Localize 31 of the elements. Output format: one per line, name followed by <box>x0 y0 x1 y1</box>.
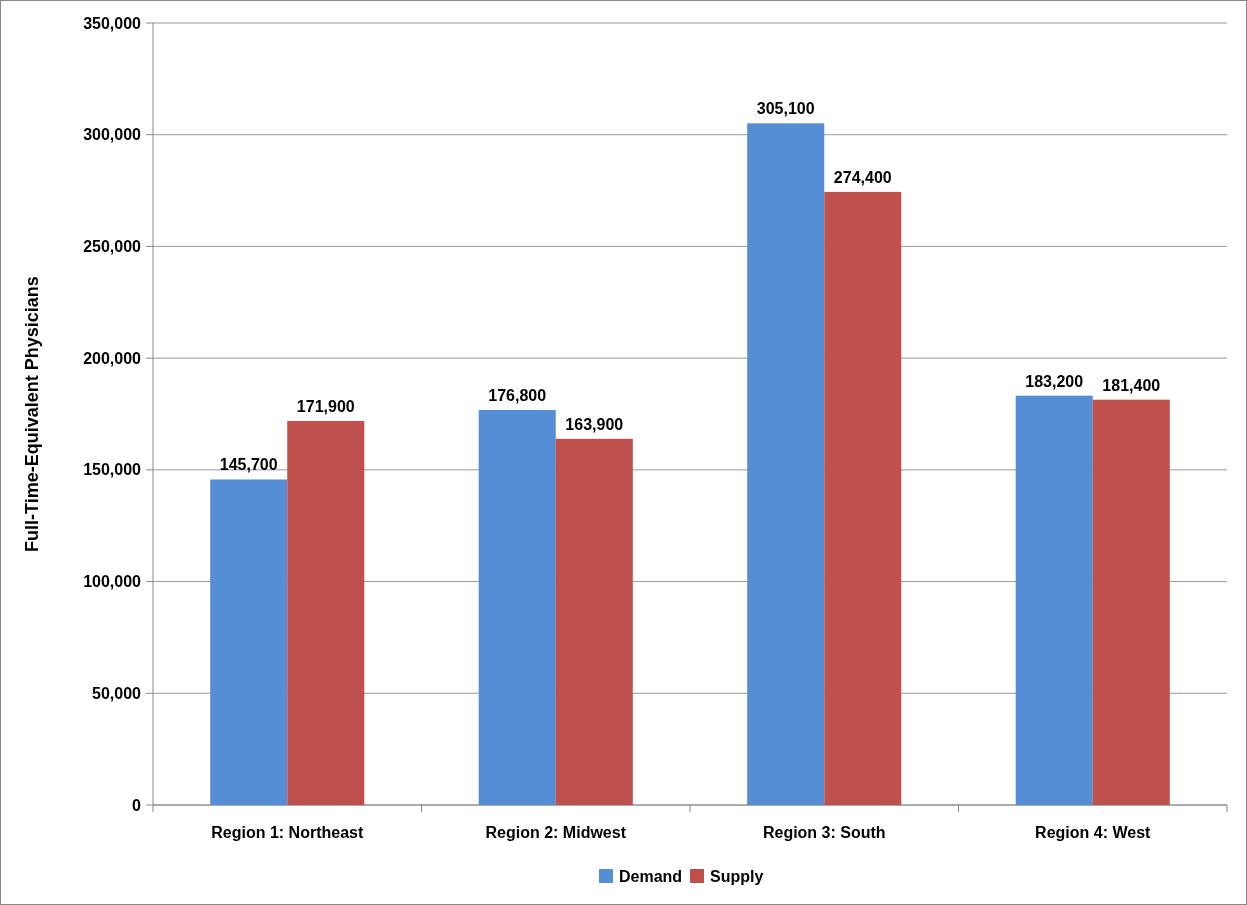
bar <box>747 123 825 805</box>
data-label: 181,400 <box>1102 376 1161 394</box>
data-label: 305,100 <box>756 100 815 118</box>
x-tick-label: Region 3: South <box>762 824 886 841</box>
bar <box>478 409 556 805</box>
bar <box>824 191 902 805</box>
legend-label: Supply <box>710 867 764 885</box>
y-tick-label: 250,000 <box>83 238 142 256</box>
y-tick-label: 100,000 <box>83 573 142 591</box>
data-label: 171,900 <box>296 397 355 415</box>
x-tick-label: Region 4: West <box>1035 824 1152 841</box>
y-tick-label: 200,000 <box>83 349 142 367</box>
x-tick-label: Region 2: Midwest <box>485 824 627 841</box>
bar <box>1015 395 1093 805</box>
y-tick-label: 350,000 <box>83 14 142 32</box>
y-tick-label: 150,000 <box>83 461 142 479</box>
data-label: 274,400 <box>833 168 892 186</box>
y-axis-title: Full-Time-Equivalent Physicians <box>22 276 42 552</box>
bar <box>555 438 633 805</box>
y-tick-label: 0 <box>132 796 142 814</box>
legend-label: Demand <box>619 867 683 885</box>
y-tick-label: 300,000 <box>83 126 142 144</box>
data-label: 183,200 <box>1025 372 1084 390</box>
x-tick-label: Region 1: Northeast <box>211 824 364 841</box>
bar <box>287 420 365 805</box>
y-tick-label: 50,000 <box>92 684 142 702</box>
bar <box>1092 399 1170 805</box>
data-label: 145,700 <box>219 456 278 474</box>
data-label: 163,900 <box>565 415 624 433</box>
data-label: 176,800 <box>488 386 547 404</box>
bar <box>210 479 288 805</box>
